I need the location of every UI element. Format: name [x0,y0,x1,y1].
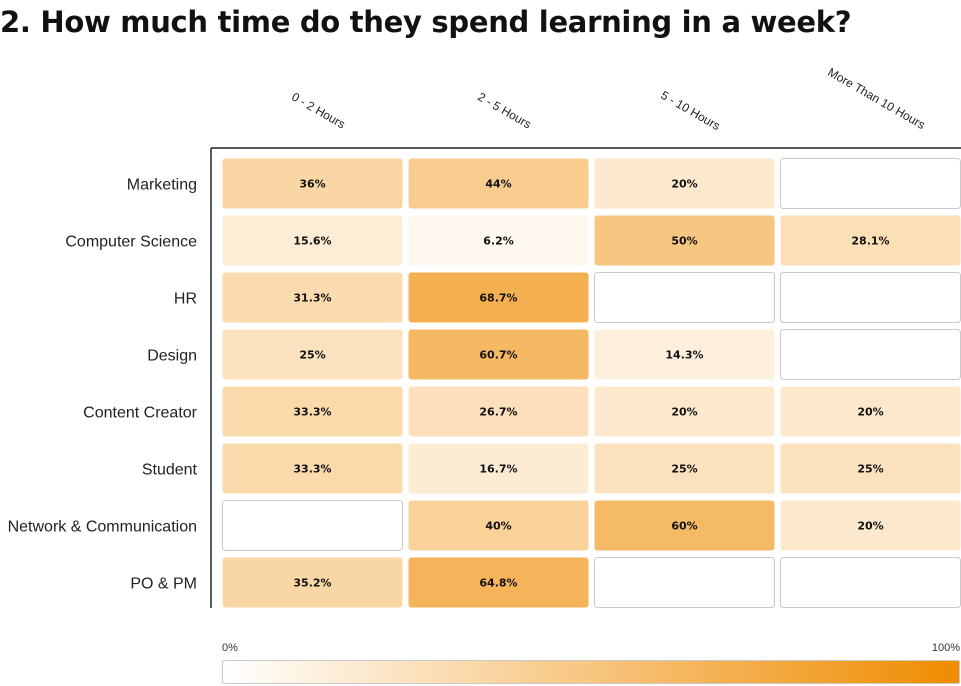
heatmap-cell-po-and-pm-1 [222,557,403,608]
heatmap-cell-marketing-2 [408,158,589,209]
cell-value-label: 26.7% [479,406,517,419]
row-label-network-and-communication: Network & Communication [8,519,197,536]
cell-value-label: 20% [857,406,883,419]
heatmap-cell-content-creator-1 [222,386,403,437]
heatmap-cell-student-4 [780,443,961,494]
heatmap-cell-network-and-communication-4 [780,500,961,551]
heatmap-cell-marketing-1 [222,158,403,209]
legend-min-label: 0% [222,642,238,654]
heatmap-cell-hr-2 [408,272,589,323]
cell-value-label: 60% [671,520,697,533]
cell-value-label: 64.8% [479,577,517,590]
heatmap-cell-hr-4 [780,272,961,323]
cell-value-label: 14.3% [665,349,703,362]
cell-value-label: 36% [299,178,325,191]
cell-value-label: 35.2% [293,577,331,590]
cell-value-label: 50% [671,235,697,248]
column-label-5-10-hours: 5 - 10 Hours [658,88,722,133]
heatmap-cell-design-3 [594,329,775,380]
heatmap-cell-hr-3 [594,272,775,323]
heatmap-cell-marketing-3 [594,158,775,209]
cell-value-label: 68.7% [479,292,517,305]
legend-max-label: 100% [931,642,960,654]
heatmap-cell-student-2 [408,443,589,494]
heatmap-cell-po-and-pm-3 [594,557,775,608]
heatmap-cell-design-4 [780,329,961,380]
heatmap-cell-student-1 [222,443,403,494]
cell-value-label: 33.3% [293,406,331,419]
cell-value-label: 20% [671,178,697,191]
row-label-content-creator: Content Creator [83,405,198,422]
heatmap-cell-computer-science-2 [408,215,589,266]
chart-title: 2. How much time do they spend learning … [0,5,852,39]
cell-value-label: 20% [671,406,697,419]
heatmap-cell-content-creator-3 [594,386,775,437]
column-label-2-5-hours: 2 - 5 Hours [475,90,533,132]
cell-value-label: 15.6% [293,235,331,248]
row-label-po-and-pm: PO & PM [130,576,197,593]
heatmap-cell-computer-science-4 [780,215,961,266]
cell-value-label: 31.3% [293,292,331,305]
cell-value-label: 28.1% [851,235,889,248]
heatmap-cell-design-1 [222,329,403,380]
row-label-student: Student [142,462,198,479]
column-label-more-than-10-hours: More Than 10 Hours [825,65,927,132]
heatmap-cell-student-3 [594,443,775,494]
row-label-hr: HR [174,291,197,308]
heatmap-cell-marketing-4 [780,158,961,209]
cell-value-label: 40% [485,520,511,533]
row-label-marketing: Marketing [127,177,197,194]
heatmap-cell-hr-1 [222,272,403,323]
column-label-0-2-hours: 0 - 2 Hours [289,90,347,132]
heatmap-cell-computer-science-1 [222,215,403,266]
heatmap-cell-network-and-communication-2 [408,500,589,551]
heatmap-cell-computer-science-3 [594,215,775,266]
heatmap-cell-network-and-communication-3 [594,500,775,551]
cell-value-label: 25% [857,463,883,476]
heatmap-chart: 0 - 2 Hours 2 - 5 Hours 5 - 10 Hours More T… [8,65,961,608]
heatmap-cell-design-2 [408,329,589,380]
cell-value-label: 60.7% [479,349,517,362]
color-scale-legend [222,660,960,684]
cell-value-label: 16.7% [479,463,517,476]
heatmap-cell-content-creator-2 [408,386,589,437]
cell-value-label: 6.2% [483,235,514,248]
row-label-design: Design [147,348,197,365]
heatmap-cell-network-and-communication-1 [222,500,403,551]
cell-value-label: 25% [671,463,697,476]
heatmap-cell-content-creator-4 [780,386,961,437]
heatmap-cell-po-and-pm-2 [408,557,589,608]
heatmap-cell-po-and-pm-4 [780,557,961,608]
cell-value-label: 44% [485,178,511,191]
row-label-computer-science: Computer Science [65,234,197,251]
cell-value-label: 20% [857,520,883,533]
cell-value-label: 33.3% [293,463,331,476]
cell-value-label: 25% [299,349,325,362]
